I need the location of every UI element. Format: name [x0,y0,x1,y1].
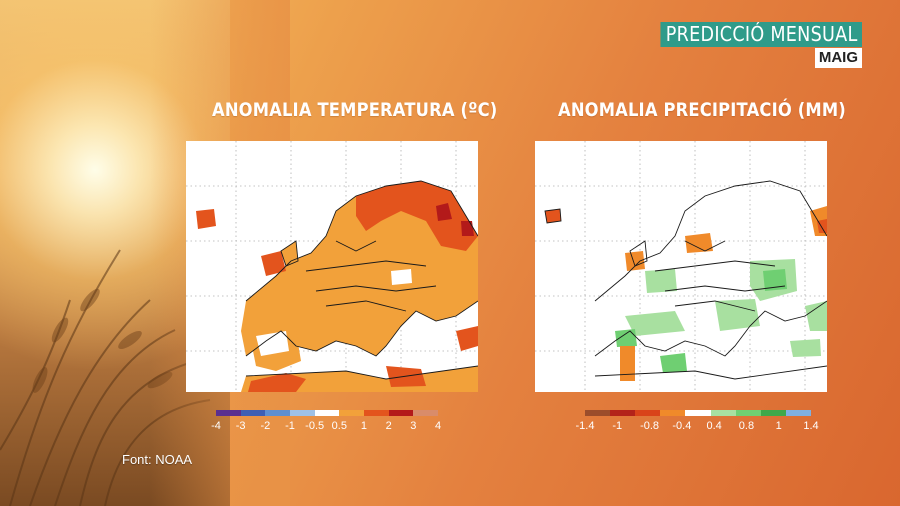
legend-tick-label: 0.8 [738,420,755,432]
precipitation-title: ANOMALIA PRECIPITACIÓ (MM) [558,99,846,121]
temperature-legend-colorbar [216,410,439,416]
legend-swatch [760,410,786,416]
legend-tick-label: 1.4 [803,420,819,432]
legend-tick-label: 3 [410,420,417,432]
legend-swatch [710,410,736,416]
temperature-legend-labels: -4 -3 -2 -1 -0.5 0.5 1 2 3 4 [211,420,442,436]
legend-tick-label: 0.4 [706,420,722,432]
legend-tick-label: -1.4 [575,420,595,432]
legend-tick-label: 2 [385,420,392,432]
source-credit: Font: NOAA [122,452,193,467]
legend-tick-label: 1 [360,420,368,432]
legend-swatch [735,410,761,416]
legend-swatch [339,410,365,416]
legend-swatch [240,410,266,416]
legend-swatch [685,410,711,416]
legend-tick-label: -0.5 [305,420,325,432]
precipitation-map [535,141,827,392]
temperature-title: ANOMALIA TEMPERATURA (ºC) [212,99,498,121]
precipitation-legend-colorbar [585,410,811,416]
legend-tick-label: 1 [775,420,782,432]
legend-tick-label: -0.4 [672,420,692,432]
temperature-map [186,141,478,392]
legend-tick-label: -4 [211,420,221,432]
legend-swatch [216,410,241,416]
legend-tick-label: -3 [235,420,246,432]
legend-swatch [314,410,340,416]
legend-swatch [265,410,291,416]
badge-month: MAIG [814,48,862,68]
legend-swatch [413,410,439,416]
temperature-legend: -4 -3 -2 -1 -0.5 0.5 1 2 3 4 [211,410,442,436]
legend-tick-label: -0.8 [640,420,660,432]
legend-tick-label: -2 [260,420,271,432]
legend-swatch [364,410,389,416]
legend-swatch [290,410,315,416]
legend-tick-label: -1 [285,420,295,432]
legend-swatch [660,410,686,416]
legend-swatch [785,410,811,416]
precipitation-legend-labels: -1.4 -1 -0.8 -0.4 0.4 0.8 1 1.4 [576,420,819,436]
badge-title: PREDICCIÓ MENSUAL [660,22,862,47]
legend-swatch [635,410,661,416]
legend-swatch [610,410,636,416]
legend-swatch [388,410,414,416]
legend-tick-label: 4 [434,420,442,432]
legend-tick-label: -1 [612,420,623,432]
legend-swatch [585,410,611,416]
legend-tick-label: 0.5 [331,420,347,432]
precipitation-legend: -1.4 -1 -0.8 -0.4 0.4 0.8 1 1.4 [576,410,819,436]
forecast-badge: PREDICCIÓ MENSUAL MAIG [633,22,862,68]
